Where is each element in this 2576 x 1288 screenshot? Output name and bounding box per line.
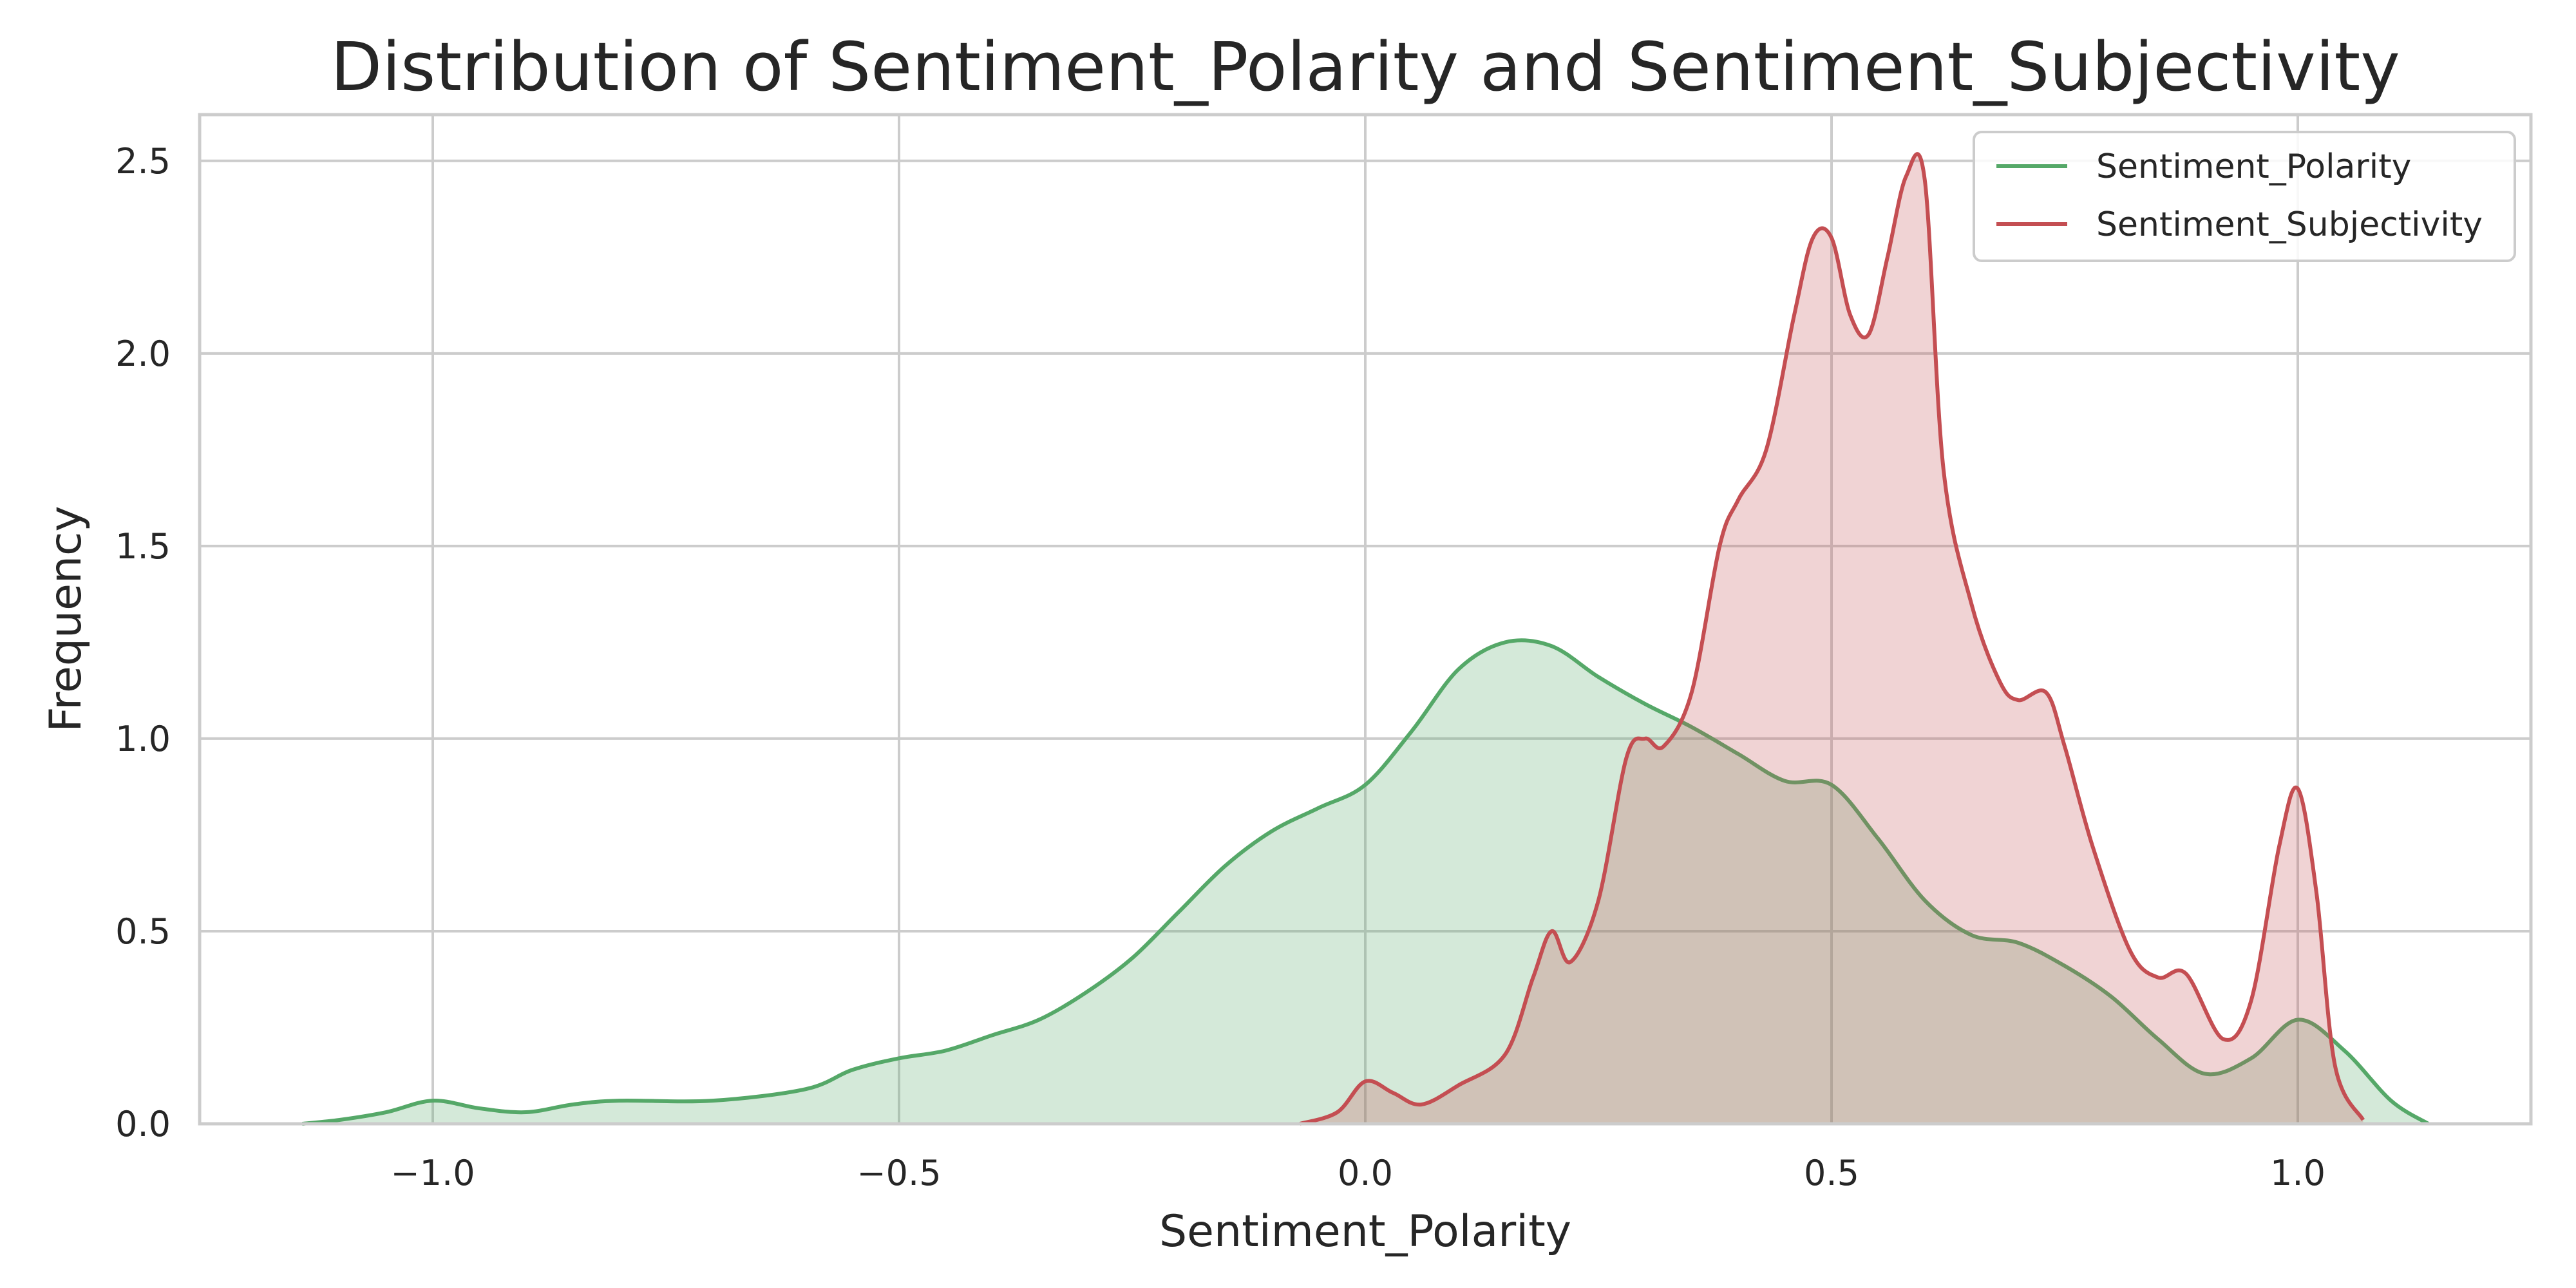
y-tick-labels: 0.0 0.5 1.0 1.5 2.0 2.5 xyxy=(115,141,171,1144)
x-tick-labels: −1.0 −0.5 0.0 0.5 1.0 xyxy=(390,1153,2325,1193)
y-tick-label: 1.0 xyxy=(115,719,171,759)
x-tick-label: 0.0 xyxy=(1338,1153,1393,1193)
legend-frame xyxy=(1973,131,2516,262)
y-tick-label: 1.5 xyxy=(115,526,171,567)
chart-title: Distribution of Sentiment_Polarity and S… xyxy=(330,28,2400,106)
x-tick-label: 1.0 xyxy=(2270,1153,2325,1193)
y-axis-label: Frequency xyxy=(41,506,91,732)
sentiment-polarity-line xyxy=(301,638,2430,1126)
y-tick-label: 2.0 xyxy=(115,334,171,374)
x-tick-label: 0.5 xyxy=(1804,1153,1859,1193)
sentiment-polarity-area xyxy=(302,640,2429,1124)
legend: Sentiment_Polarity Sentiment_Subjectivit… xyxy=(1973,131,2516,262)
x-axis-label: Sentiment_Polarity xyxy=(1159,1206,1571,1257)
sentiment-subjectivity-line xyxy=(1299,152,2365,1126)
y-tick-label: 0.5 xyxy=(115,911,171,952)
y-tick-label: 2.5 xyxy=(115,141,171,182)
sentiment-subjectivity-area xyxy=(1300,154,2363,1124)
plot-frame xyxy=(198,113,2533,1126)
legend-label-polarity: Sentiment_Polarity xyxy=(2096,147,2411,186)
x-tick-label: −0.5 xyxy=(857,1153,941,1193)
y-tick-label: 0.0 xyxy=(115,1104,171,1144)
legend-label-subjectivity: Sentiment_Subjectivity xyxy=(2096,205,2483,244)
x-tick-label: −1.0 xyxy=(390,1153,475,1193)
series-area xyxy=(301,152,2430,1126)
